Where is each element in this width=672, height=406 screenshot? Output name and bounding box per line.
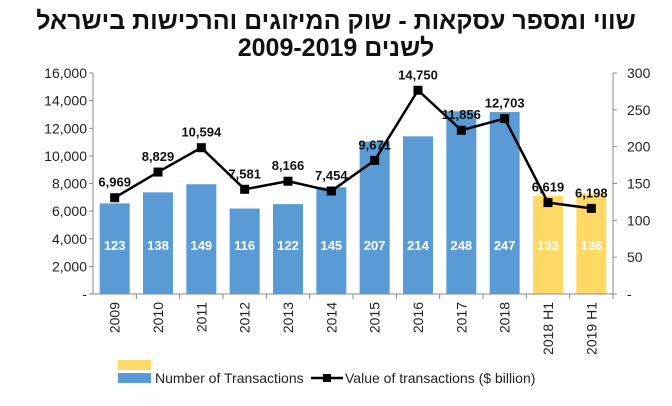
left-tick-label: 8,000: [52, 176, 87, 192]
line-marker-2016: [413, 85, 423, 95]
line-label: 8,829: [142, 149, 175, 164]
bar-label: 214: [407, 238, 429, 253]
bar-2010: [143, 192, 173, 294]
line-marker-2009: [110, 193, 120, 203]
bar-2011: [186, 184, 217, 294]
x-tick-label: 2013: [280, 302, 296, 333]
bar-label: 248: [450, 238, 472, 253]
x-tick-label: 2012: [237, 302, 253, 333]
bar-2014: [316, 187, 347, 294]
bar-label: 149: [190, 238, 212, 253]
left-tick-label: 16,000: [44, 65, 87, 81]
x-tick-label: 2017: [453, 302, 469, 333]
bar-2009: [99, 203, 130, 294]
line-label: 8,166: [272, 158, 305, 173]
right-tick-label: -: [627, 286, 632, 302]
bar-2018: [489, 112, 520, 294]
line-label: 6,969: [98, 175, 131, 190]
line-marker-2018: [500, 114, 510, 124]
bar-2018 H1: [533, 196, 563, 294]
left-tick-label: 10,000: [44, 148, 87, 164]
bar-label: 247: [494, 238, 516, 253]
x-tick-label: 2018: [497, 302, 513, 333]
line-label: 14,750: [398, 67, 438, 82]
bar-label: 133: [537, 238, 559, 253]
legend-swatch-h1: [118, 360, 151, 370]
line-marker-2013: [283, 176, 293, 186]
bar-label: 138: [147, 238, 169, 253]
bar-2017: [446, 111, 477, 294]
line-marker-2014: [326, 186, 336, 196]
x-tick-label: 2011: [193, 302, 209, 332]
line-marker-2015: [370, 155, 380, 165]
bar-2013: [273, 204, 303, 294]
left-tick-label: -: [82, 286, 87, 302]
line-label: 9,671: [358, 137, 391, 152]
right-tick-label: 50: [627, 249, 643, 265]
line-label: 11,856: [442, 107, 481, 122]
value-line: [114, 88, 592, 210]
line-marker-2018 H1: [543, 198, 553, 208]
legend-line-icon: [311, 374, 343, 382]
line-marker-2011: [196, 143, 206, 153]
right-tick-label: 300: [627, 65, 651, 81]
legend-swatch-bars: [118, 373, 151, 383]
left-tick-label: 14,000: [44, 93, 87, 109]
x-tick-label: 2016: [410, 302, 426, 333]
x-tick-label: 2015: [367, 302, 383, 333]
line-label: 6,198: [575, 185, 608, 200]
line-label: 7,581: [228, 166, 261, 181]
right-tick-label: 250: [627, 102, 651, 118]
left-tick-label: 6,000: [52, 203, 87, 219]
right-tick-label: 100: [627, 212, 651, 228]
x-tick-label: 2014: [323, 302, 339, 333]
line-marker-2019 H1: [586, 203, 596, 213]
line-marker-2010: [153, 167, 163, 177]
x-tick-label: 2018 H1: [540, 302, 556, 355]
legend-label-line: Value of transactions ($ billion): [345, 370, 536, 386]
line-marker-2017: [456, 125, 466, 135]
bar-label: 116: [234, 238, 255, 253]
bar-label: 123: [104, 238, 126, 253]
title-line-1: שווי ומספר עסקאות - שוק המיזוגים והרכישו…: [36, 7, 636, 35]
x-tick-label: 2009: [107, 302, 123, 333]
left-tick-label: 4,000: [52, 231, 87, 247]
line-label: 10,594: [181, 125, 222, 140]
right-tick-label: 150: [627, 176, 651, 192]
left-tick-label: 12,000: [44, 120, 87, 136]
line-label: 7,454: [315, 168, 348, 183]
title-line-2: לשנים 2009-2019: [237, 34, 435, 62]
line-marker-2012: [240, 184, 250, 194]
line-label: 12,703: [485, 96, 525, 111]
bar-2012: [229, 208, 260, 294]
bar-label: 207: [364, 238, 386, 253]
left-tick-label: 2,000: [52, 258, 87, 274]
bar-label: 136: [580, 238, 602, 253]
right-tick-label: 200: [627, 139, 651, 155]
line-label: 6,619: [532, 180, 565, 195]
x-tick-label: 2019 H1: [583, 302, 599, 355]
bar-2016: [403, 136, 433, 294]
bar-label: 122: [277, 238, 299, 253]
legend-label-bars: Number of Transactions: [155, 370, 304, 386]
chart-title: שווי ומספר עסקאות - שוק המיזוגים והרכישו…: [0, 8, 672, 62]
bar-label: 145: [320, 238, 342, 253]
x-tick-label: 2010: [150, 302, 166, 333]
